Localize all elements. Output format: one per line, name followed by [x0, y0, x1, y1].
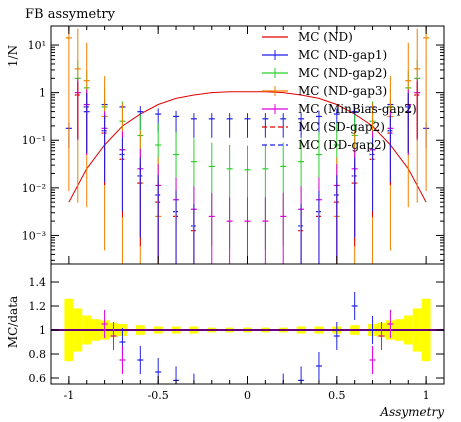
point-mc-dd-gap2: [333, 175, 340, 261]
x-tick-label: -0.5: [148, 389, 169, 402]
point-mc-dd-gap2: [387, 115, 394, 183]
ratio-point-mc-minbias-gap2: [387, 310, 394, 338]
y-tick-label: 10⁻³: [22, 229, 46, 242]
ratio-point-mc-nd-gap1: [137, 346, 144, 374]
point-mc-dd-gap2: [119, 137, 126, 212]
point-mc-nd-gap1: [190, 113, 197, 138]
legend-label: MC (DD-gap2): [298, 138, 386, 152]
chart-title: FB assymetry: [25, 7, 116, 22]
ratio-point-mc-minbias-gap2: [101, 310, 108, 338]
point-mc-nd-gap1: [173, 110, 180, 136]
x-axis-label: Assymetry: [379, 405, 444, 419]
y-tick-label: 10⁻¹: [22, 134, 46, 147]
y-axis-label-top: 1/N: [6, 45, 20, 67]
legend-entry: MC (ND-gap2): [262, 66, 387, 80]
ratio-y-tick-label: 1.4: [29, 276, 47, 289]
legend: MC (ND) MC (ND-gap1) MC (ND-gap2) MC (ND-ga…: [262, 30, 417, 152]
ratio-point-mc-minbias-gap2: [369, 346, 376, 374]
point-mc-dd-gap2: [173, 190, 180, 264]
legend-label: MC (MinBias-gap2): [298, 102, 417, 116]
point-mc-nd-gap3: [423, 26, 430, 192]
point-mc-nd-gap1: [280, 113, 287, 138]
point-mc-minbias-gap2: [262, 197, 269, 264]
point-mc-nd-gap1: [226, 113, 233, 138]
y-tick-label: 10¹: [28, 39, 46, 52]
point-mc-dd-gap2: [298, 204, 305, 264]
legend-entry: MC (ND): [262, 30, 353, 44]
legend-entry: MC (DD-gap2): [262, 138, 386, 152]
ratio-point-mc-minbias-gap2: [378, 322, 385, 350]
ratio-point-mc-nd-gap1: [193, 373, 195, 384]
ratio-y-tick-label: 0.8: [29, 348, 47, 361]
series-line-nd: [68, 91, 427, 203]
point-mc-minbias-gap2: [208, 192, 215, 264]
axes-frame: -1 -0.5 0 0.5 1 10⁻³ 10⁻² 10⁻¹ 1 10¹ 0.6 0.8 1 1.2 1.4: [22, 25, 445, 402]
point-mc-dd-gap2: [190, 204, 197, 264]
point-mc-minbias-gap2: [226, 197, 233, 264]
point-mc-dd-gap2: [137, 157, 144, 238]
y-axis-label-bottom: MC/data: [6, 296, 20, 348]
point-mc-nd-gap1: [298, 113, 305, 138]
ratio-point-mc-nd-gap1: [351, 292, 358, 320]
ratio-y-tick-label: 0.6: [29, 372, 47, 385]
point-mc-dd-gap2: [155, 175, 162, 261]
point-mc-minbias-gap2: [244, 197, 251, 264]
point-mc-sd-gap2: [74, 82, 81, 139]
ratio-point-mc-nd-gap1: [282, 373, 284, 384]
legend-label: MC (ND-gap3): [298, 84, 387, 98]
point-mc-dd-gap2: [315, 190, 322, 264]
y-tick-label: 1: [39, 87, 46, 100]
point-mc-nd-gap3: [65, 26, 72, 192]
point-mc-dd-gap2: [101, 115, 108, 183]
x-tick-label: -1: [64, 389, 75, 402]
legend-entry: MC (SD-gap2): [262, 120, 385, 134]
x-tick-label: 0.5: [328, 389, 346, 402]
ratio-point-mc-minbias-gap2: [119, 346, 126, 374]
ratio-y-tick-label: 1: [39, 324, 46, 337]
point-mc-sd-gap2: [414, 82, 421, 139]
legend-entry: MC (ND-gap3): [262, 84, 387, 98]
point-mc-dd-gap2: [405, 93, 412, 153]
legend-entry: MC (ND-gap1): [262, 48, 387, 62]
ratio-panel: [51, 292, 444, 384]
ratio-point-mc-nd-gap1: [333, 322, 340, 350]
ratio-point-mc-nd-gap1: [315, 352, 322, 380]
point-mc-dd-gap2: [369, 137, 376, 212]
point-mc-minbias-gap2: [280, 192, 287, 264]
main-panel: [65, 26, 430, 264]
legend-label: MC (ND-gap2): [298, 66, 387, 80]
legend-label: MC (ND-gap1): [298, 48, 387, 62]
legend-entry: MC (MinBias-gap2): [262, 102, 417, 116]
point-mc-nd-gap1: [208, 113, 215, 138]
ratio-point-mc-minbias-gap2: [110, 322, 117, 350]
point-mc-dd-gap2: [351, 157, 358, 238]
ratio-y-tick-label: 1.2: [29, 300, 47, 313]
x-tick-label: 0: [244, 389, 251, 402]
ratio-point-mc-nd-gap1: [369, 316, 376, 344]
point-mc-nd-gap1: [315, 110, 322, 136]
y-tick-label: 10⁻²: [22, 182, 46, 195]
point-mc-dd-gap2: [83, 93, 90, 153]
point-mc-nd-gap1: [262, 113, 269, 138]
x-tick-label: 1: [423, 389, 430, 402]
legend-label: MC (ND): [298, 30, 353, 44]
point-mc-nd-gap1: [244, 113, 251, 138]
legend-label: MC (SD-gap2): [298, 120, 385, 134]
